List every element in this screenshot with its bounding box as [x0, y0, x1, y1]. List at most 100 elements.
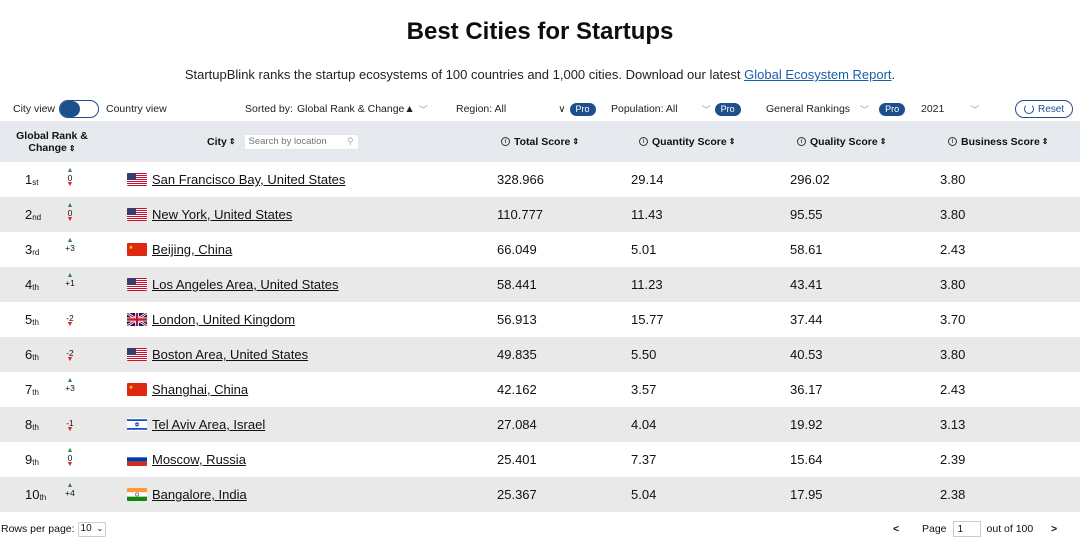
quantity-score-cell: 5.01: [631, 242, 657, 257]
rank-suffix: rd: [32, 248, 40, 257]
quality-header-label: Quality Score: [810, 135, 878, 148]
rank-change: ▲ 0 ▼: [63, 167, 77, 188]
rank-column-header[interactable]: Global Rank & Change ⇕: [14, 121, 90, 162]
arrow-up-icon: ▲: [66, 272, 74, 279]
city-link[interactable]: San Francisco Bay, United States: [152, 172, 346, 187]
search-input[interactable]: [248, 136, 339, 147]
flag-uk-icon: [127, 313, 147, 326]
total-column-header[interactable]: i Total Score ⇕: [501, 121, 579, 162]
city-link[interactable]: Moscow, Russia: [152, 452, 246, 467]
rank-change: ▲ +4 ▼: [63, 482, 77, 503]
rows-per-page-select[interactable]: 10 ⌄: [77, 521, 107, 537]
table-row[interactable]: 8th ▲ -1 ▼ Tel Aviv Area, Israel 27.084 …: [0, 407, 1080, 442]
table-row[interactable]: 7th ▲ +3 ▼ Shanghai, China 42.162 3.57 3…: [0, 372, 1080, 407]
flag-il-icon: [127, 418, 147, 431]
city-link[interactable]: London, United Kingdom: [152, 312, 296, 327]
quantity-score-cell: 3.57: [631, 382, 657, 397]
next-page-button[interactable]: >: [1051, 523, 1058, 535]
reset-button[interactable]: Reset: [1015, 100, 1074, 118]
arrow-down-icon: ▼: [66, 181, 74, 188]
rank-cell: 3rd ▲ +3 ▼: [25, 232, 75, 267]
rankings-select[interactable]: General Rankings ﹀ Pro: [766, 98, 906, 120]
chevron-down-icon: ﹀: [860, 104, 870, 115]
global-report-link[interactable]: Global Ecosystem Report: [744, 67, 892, 82]
rank-suffix: th: [39, 493, 47, 502]
rank-number: 9: [25, 452, 33, 467]
arrow-up-icon: ▲: [66, 482, 74, 489]
city-cell: Los Angeles Area, United States: [127, 267, 338, 302]
quality-score-cell: 37.44: [790, 312, 823, 327]
filter-bar: City view Country view Sorted by: Global…: [0, 98, 1080, 120]
table-row[interactable]: 6th ▲ -2 ▼ Boston Area, United States 49…: [0, 337, 1080, 372]
chevron-down-icon: ﹀: [970, 104, 980, 115]
city-link[interactable]: Boston Area, United States: [152, 347, 309, 362]
arrow-down-icon: ▼: [66, 426, 74, 433]
quantity-score-cell: 29.14: [631, 172, 664, 187]
chevron-down-icon: ﹀: [418, 104, 428, 115]
business-column-header[interactable]: i Business Score ⇕: [948, 121, 1049, 162]
sort-icon: ⇕: [228, 137, 236, 146]
quantity-column-header[interactable]: i Quantity Score ⇕: [639, 121, 735, 162]
population-select[interactable]: Population: All ﹀ Pro: [611, 98, 741, 120]
rankings-select-value: General Rankings: [766, 103, 851, 115]
quality-score-cell: 36.17: [790, 382, 823, 397]
region-select[interactable]: Region: All ∨ Pro: [456, 98, 596, 120]
flag-us-icon: [127, 208, 147, 221]
info-icon[interactable]: i: [948, 137, 957, 146]
pagination-bar: Rows per page: 10 ⌄ < Page 1 out of 100 …: [0, 519, 1080, 539]
table-row[interactable]: 3rd ▲ +3 ▼ Beijing, China 66.049 5.01 58…: [0, 232, 1080, 267]
rank-change: ▲ +3 ▼: [63, 377, 77, 398]
rank-suffix: th: [32, 283, 39, 292]
rank-cell: 5th ▲ -2 ▼: [25, 302, 74, 337]
city-link[interactable]: Bangalore, India: [152, 487, 247, 502]
total-score-cell: 42.162: [497, 382, 537, 397]
rank-change-value: +1: [65, 278, 75, 288]
flag-ru-icon: [127, 453, 147, 466]
rows-per-page-value: 10: [80, 522, 92, 534]
rank-number: 4: [25, 277, 33, 292]
city-cell: Moscow, Russia: [127, 442, 246, 477]
table-row[interactable]: 5th ▲ -2 ▼ London, United Kingdom 56.913…: [0, 302, 1080, 337]
rank-suffix: th: [32, 318, 39, 327]
info-icon[interactable]: i: [501, 137, 510, 146]
city-link[interactable]: Shanghai, China: [152, 382, 249, 397]
location-search[interactable]: ⚲: [243, 133, 359, 150]
business-score-cell: 2.39: [940, 452, 966, 467]
city-view-label: City view: [13, 103, 56, 115]
pro-badge: Pro: [714, 102, 741, 116]
quality-score-cell: 43.41: [790, 277, 823, 292]
rank-header-line2: Change: [28, 141, 67, 154]
rank-change: ▲ 0 ▼: [63, 202, 77, 223]
business-score-cell: 3.80: [940, 277, 966, 292]
flag-us-icon: [127, 173, 147, 186]
city-link[interactable]: Los Angeles Area, United States: [152, 277, 339, 292]
info-icon[interactable]: i: [639, 137, 648, 146]
prev-page-button[interactable]: <: [893, 523, 900, 535]
total-score-cell: 328.966: [497, 172, 544, 187]
city-header-label: City: [207, 135, 227, 148]
city-link[interactable]: Tel Aviv Area, Israel: [152, 417, 266, 432]
business-score-cell: 3.70: [940, 312, 966, 327]
view-toggle[interactable]: [59, 100, 99, 118]
rank-change: ▲ -2 ▼: [63, 343, 77, 363]
business-score-cell: 2.38: [940, 487, 966, 502]
table-row[interactable]: 4th ▲ +1 ▼ Los Angeles Area, United Stat…: [0, 267, 1080, 302]
city-link[interactable]: Beijing, China: [152, 242, 233, 257]
sort-select[interactable]: Global Rank & Change▲ ﹀: [297, 98, 428, 120]
city-link[interactable]: New York, United States: [152, 207, 293, 222]
year-select[interactable]: 2021 ﹀: [921, 98, 979, 120]
quantity-score-cell: 7.37: [631, 452, 657, 467]
search-icon: ⚲: [346, 136, 354, 146]
total-score-cell: 66.049: [497, 242, 537, 257]
info-icon[interactable]: i: [797, 137, 806, 146]
quality-column-header[interactable]: i Quality Score ⇕: [797, 121, 886, 162]
page-input[interactable]: 1: [952, 521, 981, 537]
city-column-header[interactable]: City⇕ ⚲: [207, 121, 359, 162]
